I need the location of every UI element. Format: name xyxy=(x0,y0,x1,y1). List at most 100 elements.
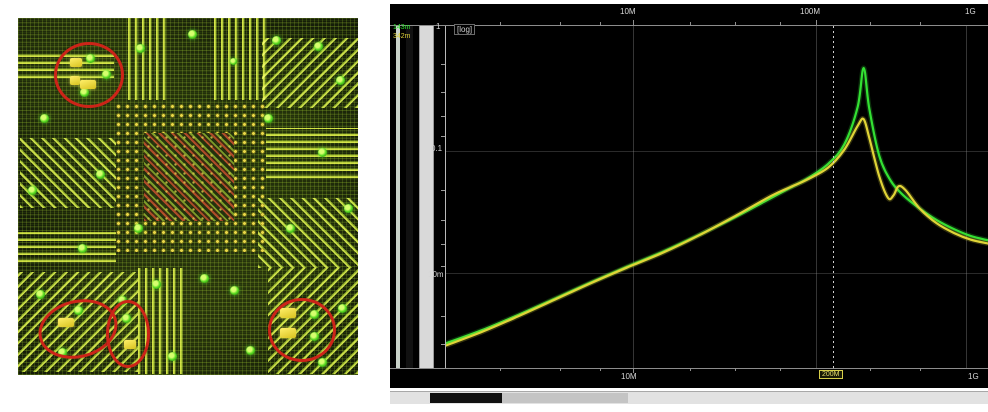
x-axis-top: 10M 100M 1G xyxy=(390,4,988,26)
via xyxy=(36,290,45,299)
x-tick xyxy=(780,368,781,371)
y-tick xyxy=(441,266,445,267)
x-axis-bottom: 10M 1G 200M xyxy=(390,368,988,388)
via xyxy=(74,306,83,315)
y-tick xyxy=(441,244,445,245)
x-tick xyxy=(780,22,781,26)
gridline-horizontal xyxy=(446,273,988,274)
gridline-horizontal xyxy=(446,151,988,152)
via xyxy=(264,114,273,123)
plot-frame: 10M 100M 1G 143m 342m [log] 1 0.1 10m xyxy=(390,4,988,404)
via xyxy=(58,348,67,357)
plot-grid-area[interactable] xyxy=(446,26,988,368)
x-tick xyxy=(870,368,871,371)
gridline-vertical xyxy=(966,26,967,368)
cursor-line[interactable] xyxy=(833,26,834,368)
y-tick xyxy=(441,64,445,65)
x-top-label-10m: 10M xyxy=(620,7,636,16)
y-tick xyxy=(441,220,445,221)
via xyxy=(152,280,161,289)
via xyxy=(338,304,347,313)
x-tick xyxy=(560,368,561,371)
x-top-label-1g: 1G xyxy=(965,7,976,16)
via xyxy=(230,286,239,295)
via xyxy=(136,44,145,53)
x-tick xyxy=(920,368,921,371)
y-label-10m: 10m xyxy=(428,270,444,279)
via xyxy=(286,224,295,233)
x-tick xyxy=(735,368,736,371)
horizontal-scrollbar[interactable] xyxy=(390,391,988,404)
bga-core-pads xyxy=(144,133,234,221)
pcb-layout-view xyxy=(18,18,358,375)
cursor-frequency-readout[interactable]: 200M xyxy=(819,370,843,379)
x-tick xyxy=(500,368,501,371)
legend-item-green: 143m xyxy=(393,24,411,31)
y-tick xyxy=(441,116,445,117)
gridline-vertical xyxy=(633,26,634,368)
x-tick xyxy=(870,22,871,26)
trace-bundle-top-middle xyxy=(128,18,168,100)
x-bottom-label-1g: 1G xyxy=(968,372,979,381)
y-axis-line xyxy=(445,26,446,368)
gridline-vertical xyxy=(816,26,817,368)
trace-bundle-right-lower xyxy=(258,198,358,268)
x-tick xyxy=(816,20,817,26)
trace-bundle-right-upper xyxy=(262,38,358,108)
via xyxy=(314,42,323,51)
y-axis-scale-tag[interactable]: [log] xyxy=(454,24,476,35)
trace-bundle-top-right xyxy=(214,18,268,100)
x-tick xyxy=(920,22,921,26)
via xyxy=(272,36,281,45)
x-axis-bottom-rule xyxy=(390,368,988,369)
x-tick xyxy=(735,22,736,26)
vertical-scrollbar[interactable] xyxy=(419,26,434,368)
x-tick xyxy=(600,22,601,26)
curve-yellow-trace xyxy=(446,117,988,347)
legend: 143m 342m xyxy=(393,23,411,41)
horizontal-scrollbar-thumb[interactable] xyxy=(430,393,502,403)
via xyxy=(188,30,197,39)
via xyxy=(246,346,255,355)
via xyxy=(96,170,105,179)
x-tick xyxy=(600,368,601,371)
via xyxy=(168,352,177,361)
plot-left-margin-bar xyxy=(396,26,400,368)
horizontal-scrollbar-track-highlight[interactable] xyxy=(502,393,628,403)
via xyxy=(230,58,237,65)
x-tick xyxy=(633,368,634,373)
y-label-0-1: 0.1 xyxy=(431,144,443,153)
x-tick xyxy=(560,22,561,26)
annotation-ellipse-top-left xyxy=(54,42,124,108)
via xyxy=(318,358,327,367)
x-tick xyxy=(690,368,691,371)
legend-item-yellow: 342m xyxy=(393,33,411,40)
y-tick xyxy=(441,316,445,317)
y-tick xyxy=(441,344,445,345)
via xyxy=(344,204,353,213)
y-tick xyxy=(441,190,445,191)
annotation-ellipse-bottom-right xyxy=(268,298,336,362)
via xyxy=(28,186,37,195)
curve-green-trace xyxy=(446,66,988,345)
x-axis-top-rule xyxy=(390,25,988,26)
annotation-ellipse-bottom-middle xyxy=(106,300,150,368)
impedance-plot-panel: 10M 100M 1G 143m 342m [log] 1 0.1 10m xyxy=(390,0,988,412)
via xyxy=(318,148,327,157)
y-tick xyxy=(441,136,445,137)
x-tick xyxy=(500,22,501,26)
x-bottom-label-10m: 10M xyxy=(621,372,637,381)
via xyxy=(40,114,49,123)
via xyxy=(200,274,209,283)
trace-bundle-right-middle xyxy=(266,128,358,178)
component-pad xyxy=(58,318,74,327)
curve-canvas xyxy=(446,65,988,348)
scrollbar-trough[interactable] xyxy=(406,26,413,368)
via xyxy=(336,76,345,85)
via xyxy=(134,224,143,233)
x-top-label-100m: 100M xyxy=(800,7,821,16)
via xyxy=(78,244,87,253)
x-tick xyxy=(690,22,691,26)
trace-bundle-left-lower xyxy=(18,232,116,262)
